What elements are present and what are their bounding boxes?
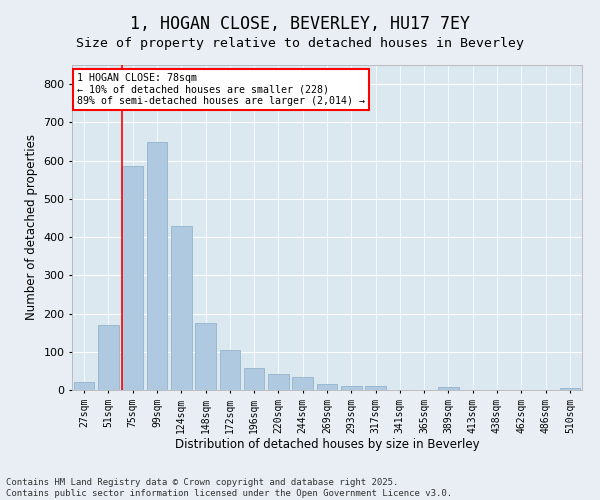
Bar <box>195 323 216 390</box>
X-axis label: Distribution of detached houses by size in Beverley: Distribution of detached houses by size … <box>175 438 479 452</box>
Bar <box>146 142 167 390</box>
Bar <box>292 378 313 390</box>
Bar <box>365 386 386 390</box>
Bar <box>244 368 265 390</box>
Bar <box>268 374 289 390</box>
Bar <box>341 386 362 390</box>
Text: Size of property relative to detached houses in Beverley: Size of property relative to detached ho… <box>76 38 524 51</box>
Bar <box>438 388 459 390</box>
Bar <box>220 350 240 390</box>
Bar <box>317 384 337 390</box>
Bar <box>122 166 143 390</box>
Bar <box>74 382 94 390</box>
Bar <box>171 226 191 390</box>
Text: Contains HM Land Registry data © Crown copyright and database right 2025.
Contai: Contains HM Land Registry data © Crown c… <box>6 478 452 498</box>
Text: 1, HOGAN CLOSE, BEVERLEY, HU17 7EY: 1, HOGAN CLOSE, BEVERLEY, HU17 7EY <box>130 15 470 33</box>
Bar <box>560 388 580 390</box>
Bar <box>98 325 119 390</box>
Y-axis label: Number of detached properties: Number of detached properties <box>25 134 38 320</box>
Text: 1 HOGAN CLOSE: 78sqm
← 10% of detached houses are smaller (228)
89% of semi-deta: 1 HOGAN CLOSE: 78sqm ← 10% of detached h… <box>77 73 365 106</box>
